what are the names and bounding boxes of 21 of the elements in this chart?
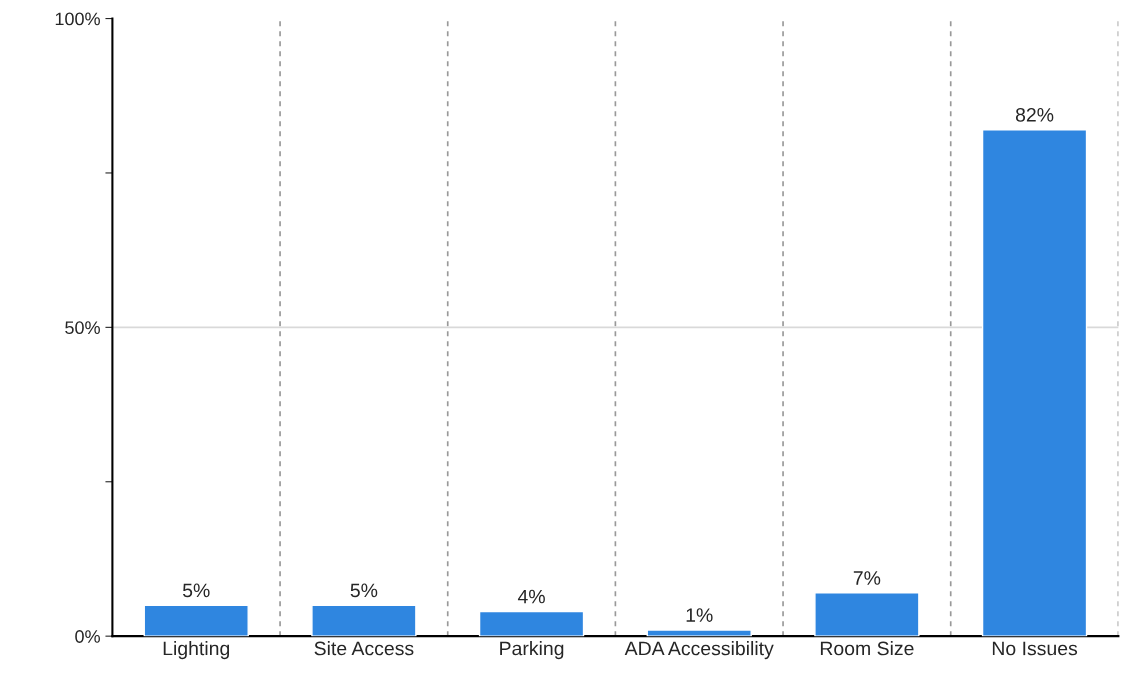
bar	[143, 604, 249, 637]
data-label: 5%	[350, 583, 378, 598]
data-label: 82%	[1015, 107, 1054, 122]
x-tick-label: ADA Accessibility	[624, 641, 774, 660]
y-tick-label: 0%	[75, 630, 100, 643]
data-label: 1%	[686, 608, 713, 622]
data-label: 5%	[182, 583, 210, 598]
bar	[478, 610, 585, 637]
x-tick-label: Site Access	[314, 641, 414, 656]
x-tick-label: Room Size	[820, 641, 914, 656]
bar	[814, 592, 920, 637]
y-tick-label: 50%	[65, 321, 100, 335]
x-tick-label: Parking	[500, 641, 564, 660]
bar	[646, 629, 752, 637]
y-tick-label: 100%	[55, 12, 100, 26]
data-label: 4%	[517, 589, 545, 604]
x-tick-label: No Issues	[992, 641, 1078, 656]
bar	[311, 604, 417, 637]
x-tick-label: Lighting	[163, 641, 230, 660]
bar	[981, 129, 1088, 637]
data-label: 7%	[853, 571, 881, 585]
